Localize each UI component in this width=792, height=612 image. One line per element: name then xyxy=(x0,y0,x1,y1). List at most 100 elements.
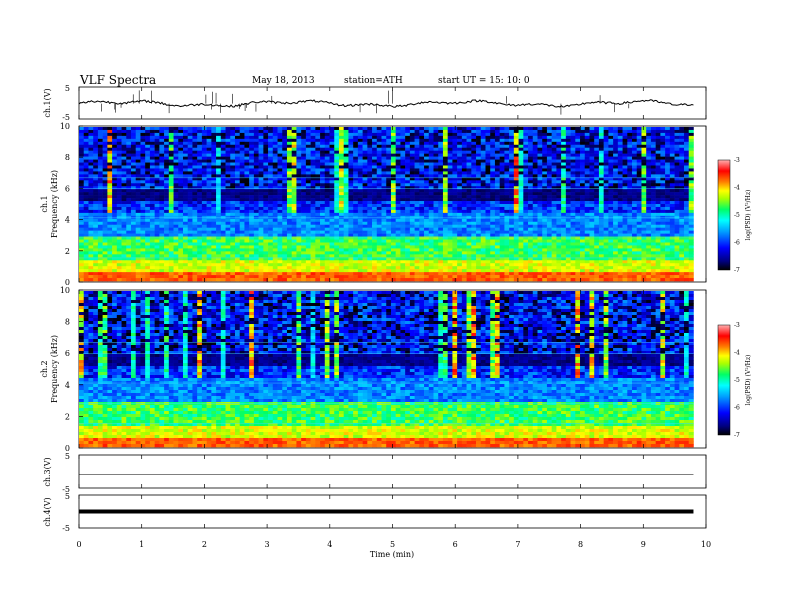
spectrogram-cell xyxy=(126,233,132,237)
spectrogram-cell xyxy=(263,198,269,202)
spectrogram-cell xyxy=(476,174,482,178)
spectrogram-cell xyxy=(282,180,288,184)
spectrogram-cell xyxy=(688,159,694,163)
spectrogram-cell xyxy=(414,159,420,163)
spectrogram-cell xyxy=(622,230,628,234)
spectrogram-cell xyxy=(646,212,652,217)
spectrogram-cell xyxy=(140,189,146,193)
spectrogram-cell xyxy=(216,198,222,202)
spectrogram-cell xyxy=(239,192,245,196)
spectrogram-cell xyxy=(518,230,524,234)
spectrogram-cell xyxy=(433,233,439,237)
spectrogram-cell xyxy=(617,227,623,231)
spectrogram-cell xyxy=(305,236,311,240)
spectrogram-cell xyxy=(249,129,255,134)
spectrogram-cell xyxy=(234,212,241,217)
spectrogram-cell xyxy=(424,201,430,205)
spectrogram-cell xyxy=(79,230,85,234)
spectrogram-cell xyxy=(253,159,259,163)
spectrogram-cell xyxy=(674,171,680,175)
spectrogram-cell xyxy=(570,186,576,190)
spectrogram-cell xyxy=(414,162,420,166)
spectrogram-cell xyxy=(622,192,628,196)
spectrogram-cell xyxy=(145,156,151,160)
spectrogram-cell xyxy=(97,192,103,196)
spectrogram-cell xyxy=(655,233,661,237)
spectrogram-cell xyxy=(239,150,245,154)
spectrogram-cell xyxy=(159,165,165,169)
spectrogram-cell xyxy=(546,195,552,199)
spectrogram-cell xyxy=(636,186,642,190)
spectrogram-cell xyxy=(419,135,425,140)
spectrogram-cell xyxy=(206,195,212,199)
spectrogram-cell xyxy=(395,159,401,163)
spectrogram-cell xyxy=(608,159,614,163)
spectrogram-cell xyxy=(386,227,392,231)
spectrogram-cell xyxy=(164,135,170,140)
spectrogram-cell xyxy=(447,192,453,196)
spectrogram-cell xyxy=(230,233,236,237)
spectrogram-cell xyxy=(348,183,354,187)
spectrogram-cell xyxy=(244,233,250,237)
spectrogram-cell xyxy=(258,138,264,143)
spectrogram-cell xyxy=(343,183,349,187)
spectrogram-cell xyxy=(457,138,463,143)
spectrogram-cell xyxy=(291,230,297,234)
spectrogram-cell xyxy=(405,159,411,163)
spectrogram-cell xyxy=(291,150,297,154)
spectrogram-cell xyxy=(121,201,127,205)
spectrogram-cell xyxy=(461,127,467,131)
spectrogram-cell xyxy=(513,198,519,202)
spectrogram-cell xyxy=(646,236,652,240)
spectrogram-cell xyxy=(622,195,628,199)
spectrogram-cell xyxy=(272,183,278,187)
spectrogram-cell xyxy=(286,206,292,211)
spectrogram-cell xyxy=(93,209,99,214)
spectrogram-cell xyxy=(556,227,562,231)
spectrogram-cell xyxy=(182,221,189,226)
spectrogram-cell xyxy=(433,236,439,240)
spectrogram-cell xyxy=(485,127,491,131)
spectrogram-cell xyxy=(187,233,193,237)
spectrogram-cell xyxy=(249,204,255,208)
spectrogram-cell xyxy=(348,224,354,228)
spectrogram-cell xyxy=(357,141,363,146)
spectrogram-cell xyxy=(187,230,193,234)
spectrogram-cell xyxy=(277,150,283,154)
spectrogram-cell xyxy=(575,132,581,137)
spectrogram-cell xyxy=(561,132,567,137)
spectrogram-cell xyxy=(376,165,382,169)
spectrogram-cell xyxy=(613,156,619,160)
spectrogram-cell xyxy=(509,141,515,146)
spectrogram-cell xyxy=(598,206,604,211)
spectrogram-cell xyxy=(234,221,241,226)
spectrogram-cell xyxy=(140,209,146,214)
spectrogram-cell xyxy=(665,177,671,181)
spectrogram-cell xyxy=(419,206,425,211)
spectrogram-cell xyxy=(646,230,652,234)
spectrogram-cell xyxy=(291,227,297,231)
spectrogram-cell xyxy=(220,168,226,172)
spectrogram-cell xyxy=(636,132,642,137)
spectrogram-cell xyxy=(424,127,430,131)
spectrogram-cell xyxy=(187,144,193,149)
spectrogram-cell xyxy=(627,204,633,208)
spectrogram-cell xyxy=(679,159,685,163)
spectrogram-cell xyxy=(424,198,430,202)
spectrogram-cell xyxy=(424,156,430,160)
spectrogram-cell xyxy=(348,218,354,223)
spectrogram-cell xyxy=(310,195,316,199)
spectrogram-cell xyxy=(329,180,335,184)
spectrogram-cell xyxy=(249,159,255,163)
spectrogram-cell xyxy=(556,189,562,193)
spectrogram-cell xyxy=(476,144,482,149)
spectrogram-cell xyxy=(442,227,448,231)
spectrogram-cell xyxy=(679,218,685,223)
spectrogram-cell xyxy=(390,162,396,166)
spectrogram-cell xyxy=(551,186,557,190)
spectrogram-cell xyxy=(665,165,671,169)
spectrogram-cell xyxy=(173,204,179,208)
spectrogram-cell xyxy=(485,212,491,217)
spectrogram-cell xyxy=(249,168,255,172)
spectrogram-cell xyxy=(580,174,586,178)
